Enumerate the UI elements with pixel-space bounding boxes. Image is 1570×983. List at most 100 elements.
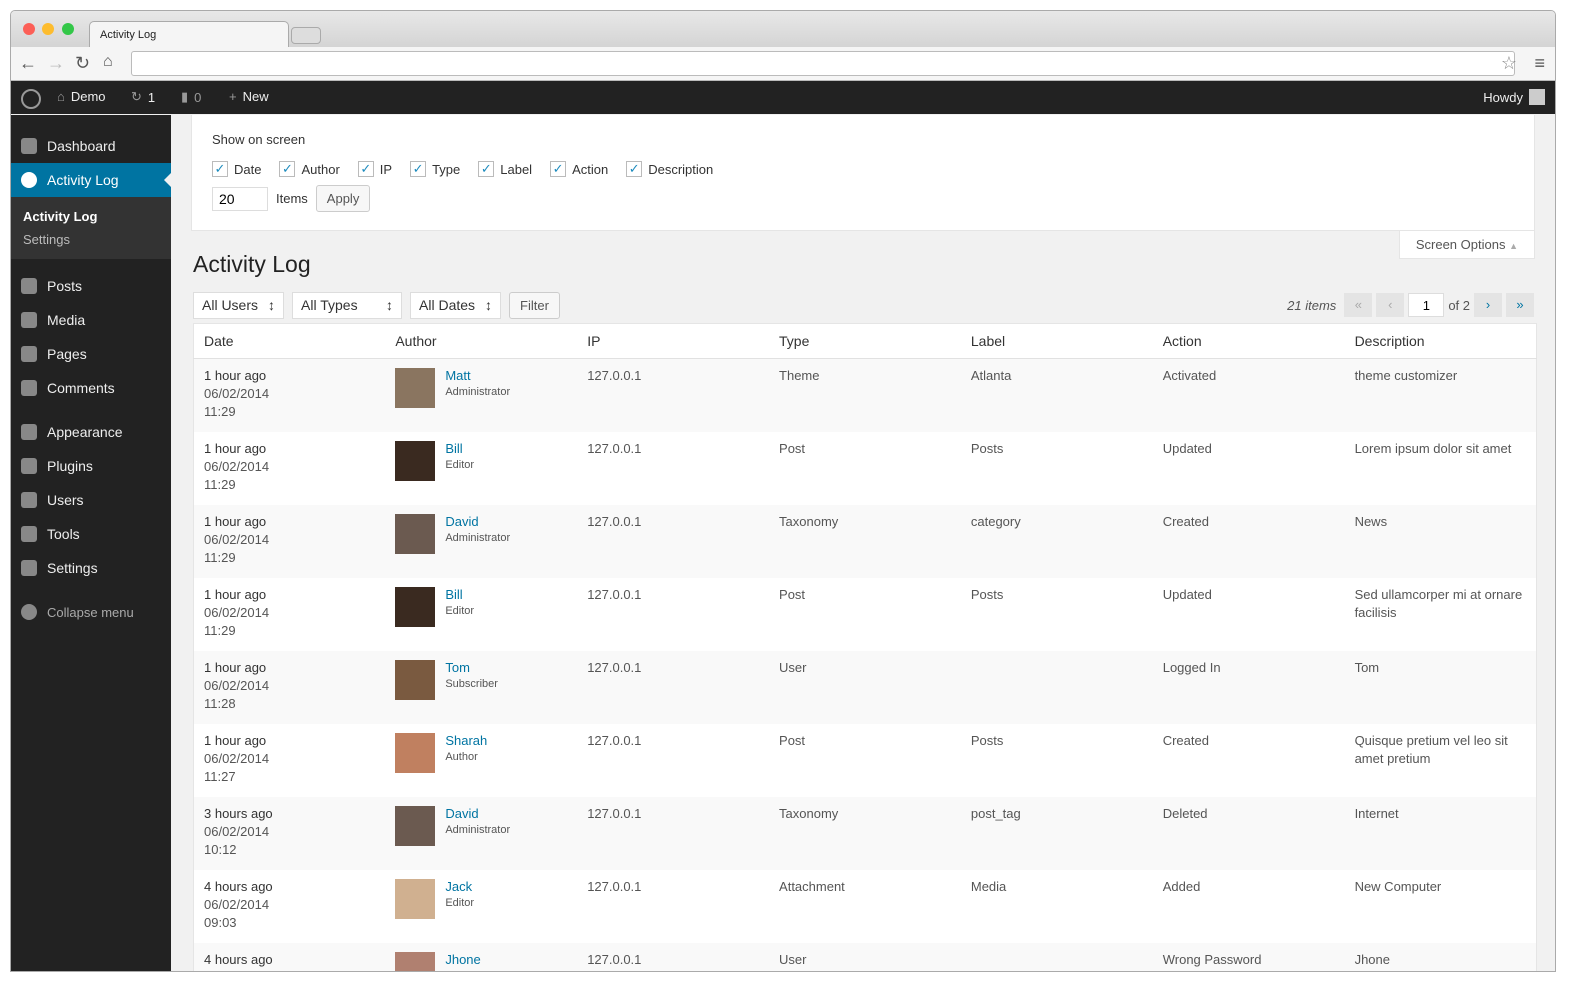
last-page-button[interactable]: »	[1506, 293, 1534, 317]
column-toggle[interactable]: ✓ Label	[478, 161, 532, 177]
checkbox-checked-icon[interactable]: ✓	[212, 161, 228, 177]
filter-button[interactable]: Filter	[509, 292, 560, 319]
column-toggle[interactable]: ✓ Type	[410, 161, 460, 177]
checkbox-checked-icon[interactable]: ✓	[279, 161, 296, 177]
checkbox-checked-icon[interactable]: ✓	[550, 161, 567, 177]
sidebar-item-label: Posts	[47, 278, 83, 294]
submenu-activity-log[interactable]: Activity Log	[23, 209, 98, 224]
column-header[interactable]: Date	[193, 323, 386, 359]
time-ago: 1 hour ago	[204, 732, 267, 748]
column-header[interactable]: IP	[577, 323, 770, 359]
star-icon[interactable]: ☆	[1500, 53, 1517, 73]
column-header[interactable]: Author	[385, 323, 578, 359]
description-cell: theme customizer	[1344, 358, 1537, 432]
avatar	[395, 805, 436, 846]
column-header[interactable]: Type	[769, 323, 961, 359]
table-row: 4 hours ago Jhone 127.0.0.1 User Wrong P…	[193, 942, 1537, 971]
checkbox-checked-icon[interactable]: ✓	[626, 161, 643, 177]
column-toggle[interactable]: ✓ Author	[279, 161, 340, 177]
author-cell: Tom Subscriber	[385, 650, 578, 724]
sidebar-item-users[interactable]: Users	[11, 483, 171, 517]
column-toggle[interactable]: ✓ Action	[550, 161, 608, 177]
column-header[interactable]: Action	[1152, 323, 1345, 359]
author-role: Editor	[445, 604, 475, 617]
current-page-input[interactable]	[1408, 293, 1445, 317]
menu-icon[interactable]: ≡	[1534, 53, 1545, 73]
tab-title: Activity Log	[100, 29, 157, 41]
sidebar-item-appearance[interactable]: Appearance	[11, 415, 171, 449]
users-select[interactable]: All Users ↕	[193, 292, 285, 319]
label-cell	[960, 650, 1153, 724]
dates-select[interactable]: All Dates ↕	[410, 292, 502, 319]
maximize-window-button[interactable]	[62, 23, 74, 35]
label-cell: Posts	[970, 732, 1004, 748]
avatar	[395, 440, 436, 481]
author-link[interactable]: Bill	[445, 586, 463, 602]
comment-icon	[21, 380, 37, 396]
home-icon[interactable]: ⌂	[103, 53, 113, 70]
screen-options-toggle[interactable]: Screen Options ▲	[1398, 231, 1535, 259]
type-cell: Taxonomy	[769, 796, 961, 870]
date-cell: 3 hours ago 06/02/2014 10:12	[193, 796, 386, 870]
checkbox-checked-icon[interactable]: ✓	[478, 161, 495, 177]
apply-button[interactable]: Apply	[315, 185, 371, 212]
sidebar-item-dashboard[interactable]: Dashboard	[11, 129, 171, 163]
author-link[interactable]: Tom	[445, 659, 470, 675]
sidebar-item-posts[interactable]: Posts	[11, 269, 171, 303]
column-header[interactable]: Description	[1344, 323, 1537, 359]
collapse-menu-button[interactable]: Collapse menu	[11, 595, 171, 629]
address-bar[interactable]	[131, 51, 1515, 76]
next-page-button[interactable]: ›	[1474, 293, 1502, 317]
date-cell: 1 hour ago 06/02/2014 11:28	[193, 650, 386, 724]
screen-options-label: Screen Options	[1415, 237, 1506, 252]
activity-table: Date Author IP Type Label Action Description 1…	[193, 323, 1537, 971]
time-ago: 1 hour ago	[204, 586, 267, 602]
first-page-button[interactable]: «	[1344, 293, 1373, 317]
types-select[interactable]: All Types ↕	[292, 292, 403, 319]
user-icon	[21, 492, 37, 508]
updates-link[interactable]: ↻ 1	[131, 89, 155, 105]
new-link[interactable]: + New	[229, 89, 269, 104]
sidebar-item-media[interactable]: Media	[11, 303, 171, 337]
time: 11:29	[204, 476, 236, 492]
items-per-page-input[interactable]	[212, 186, 268, 211]
sidebar-item-comments[interactable]: Comments	[11, 371, 171, 405]
new-tab-button[interactable]	[291, 27, 321, 44]
column-toggle[interactable]: ✓ Description	[626, 161, 713, 177]
prev-page-button[interactable]: ‹	[1376, 293, 1405, 317]
sidebar-item-tools[interactable]: Tools	[11, 517, 171, 551]
close-window-button[interactable]	[23, 23, 35, 35]
checkbox-checked-icon[interactable]: ✓	[410, 161, 427, 177]
avatar	[395, 659, 436, 700]
submenu-settings[interactable]: Settings	[23, 232, 70, 247]
author-link[interactable]: David	[445, 805, 479, 821]
minimize-window-button[interactable]	[42, 23, 54, 35]
author-link[interactable]: Sharah	[445, 732, 488, 748]
author-link[interactable]: Jack	[445, 878, 473, 894]
site-link[interactable]: ⌂ Demo	[57, 89, 106, 104]
author-link[interactable]: Jhone	[445, 951, 481, 967]
column-toggle[interactable]: ✓ Date	[212, 161, 261, 177]
sidebar-item-activity-log[interactable]: Activity Log	[11, 163, 171, 197]
author-link[interactable]: David	[445, 513, 479, 529]
reload-icon[interactable]: ↻	[75, 53, 91, 73]
type-cell: Theme	[769, 358, 961, 432]
avatar	[395, 368, 436, 408]
wordpress-logo-icon[interactable]	[21, 89, 41, 109]
forward-icon[interactable]: →	[47, 53, 65, 73]
checkbox-checked-icon[interactable]: ✓	[357, 161, 374, 177]
date-cell: 1 hour ago 06/02/2014 11:29	[193, 504, 386, 578]
comments-link[interactable]: ▮ 0	[181, 89, 201, 105]
sidebar-item-plugins[interactable]: Plugins	[11, 449, 171, 483]
label-cell: category	[960, 504, 1153, 578]
account-menu[interactable]: Howdy	[1483, 89, 1545, 105]
back-icon[interactable]: ←	[19, 53, 37, 73]
avatar	[395, 513, 436, 554]
column-toggle[interactable]: ✓ IP	[357, 161, 392, 177]
sidebar-item-settings[interactable]: Settings	[11, 551, 171, 585]
browser-tab[interactable]: Activity Log	[89, 21, 289, 48]
author-link[interactable]: Matt	[445, 368, 471, 383]
column-header[interactable]: Label	[960, 323, 1153, 359]
author-link[interactable]: Bill	[445, 440, 463, 456]
sidebar-item-pages[interactable]: Pages	[11, 337, 171, 371]
